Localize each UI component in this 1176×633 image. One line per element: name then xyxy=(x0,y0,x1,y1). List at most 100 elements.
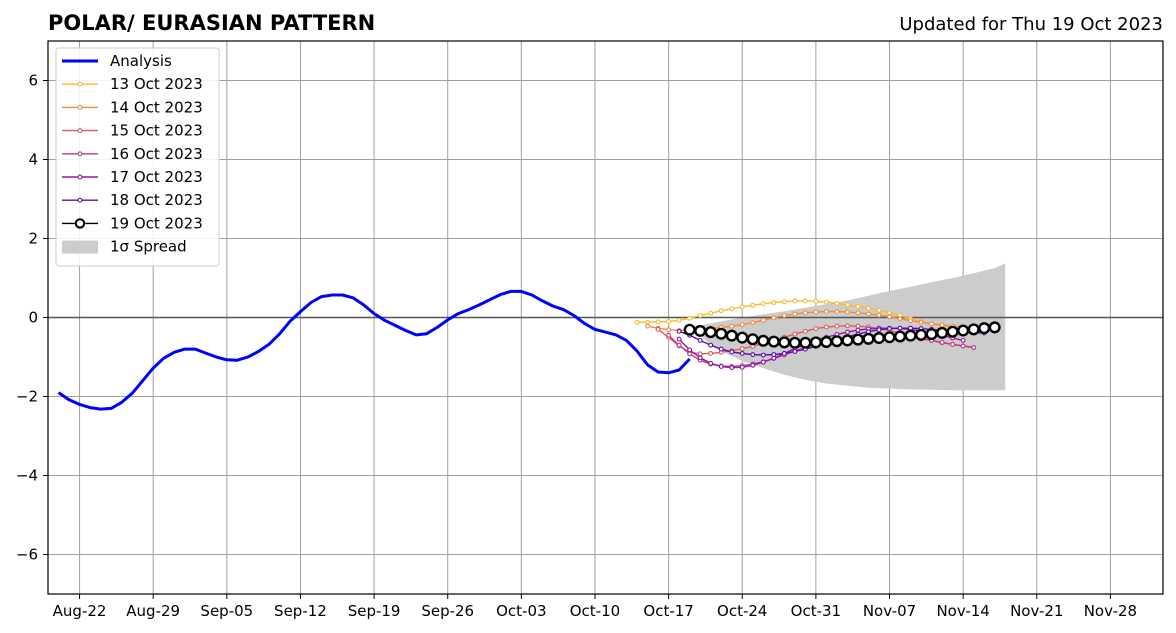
forecast-point xyxy=(844,329,850,335)
forecast-point xyxy=(802,310,808,316)
forecast-point xyxy=(866,311,871,317)
forecast-point xyxy=(697,351,703,357)
forecast-point xyxy=(760,352,766,358)
forecast-point xyxy=(750,320,756,326)
series-layer xyxy=(57,289,1001,411)
legend-entry: 13 Oct 2023 xyxy=(62,75,203,93)
forecast-point xyxy=(960,343,966,349)
forecast-point xyxy=(750,302,756,308)
forecast-point xyxy=(676,336,682,342)
forecast-point xyxy=(634,319,640,325)
forecast-point xyxy=(736,331,749,344)
forecast-point xyxy=(844,323,850,329)
forecast-point xyxy=(771,315,777,321)
forecast-point xyxy=(939,322,945,328)
forecast-point xyxy=(697,337,703,343)
forecast-point xyxy=(855,303,861,309)
forecast-point xyxy=(936,326,949,339)
legend-swatch xyxy=(62,240,98,254)
forecast-point xyxy=(851,333,864,346)
forecast-point xyxy=(771,352,777,358)
legend-marker xyxy=(77,197,83,203)
forecast-point xyxy=(708,350,714,356)
y-tick-label: 6 xyxy=(28,72,38,90)
forecast-point xyxy=(725,329,738,342)
legend-label: 18 Oct 2023 xyxy=(110,191,203,209)
legend-entry: 1σ Spread xyxy=(62,238,187,256)
forecast-point xyxy=(820,335,833,348)
forecast-point xyxy=(683,323,696,336)
legend-entry: 15 Oct 2023 xyxy=(62,122,203,140)
x-axis: Aug-22 Aug-29 Sep-05 Sep-12 Sep-19 Sep-26 Oct-… xyxy=(53,594,1137,620)
forecast-series-6 xyxy=(683,321,1001,349)
x-tick-label: Oct-03 xyxy=(496,602,546,620)
analysis-line xyxy=(57,289,691,411)
x-tick-label: Nov-14 xyxy=(936,602,989,620)
forecast-point xyxy=(760,317,766,323)
legend-label: 13 Oct 2023 xyxy=(110,75,203,93)
forecast-point xyxy=(946,325,959,338)
forecast-point xyxy=(781,350,787,356)
legend-items: Analysis 13 Oct 2023 14 Oct 2023 15 Oct 202… xyxy=(62,52,203,256)
forecast-point xyxy=(813,309,819,315)
forecast-point xyxy=(872,332,885,345)
x-tick-label: Aug-29 xyxy=(126,602,180,620)
forecast-point xyxy=(697,313,703,318)
legend-entry: 18 Oct 2023 xyxy=(62,191,203,209)
forecast-point xyxy=(813,298,819,304)
forecast-point xyxy=(883,331,896,344)
legend-entry: 16 Oct 2023 xyxy=(62,145,203,163)
forecast-point xyxy=(823,309,829,315)
forecast-point xyxy=(950,341,956,347)
legend-entry: Analysis xyxy=(62,52,172,70)
forecast-point xyxy=(834,323,840,329)
x-tick-label: Sep-26 xyxy=(421,602,474,620)
x-tick-label: Nov-07 xyxy=(863,602,916,620)
forecast-point xyxy=(841,334,854,347)
y-tick-label: 2 xyxy=(28,230,38,248)
y-tick-label: −6 xyxy=(16,546,38,564)
legend-entry: 19 Oct 2023 xyxy=(62,214,203,232)
forecast-point xyxy=(823,299,829,305)
forecast-point xyxy=(876,307,882,313)
forecast-point xyxy=(904,329,917,342)
y-tick-label: 4 xyxy=(28,151,38,169)
forecast-point xyxy=(687,351,693,357)
y-tick-label: 0 xyxy=(28,309,38,327)
x-tick-label: Sep-12 xyxy=(274,602,327,620)
forecast-point xyxy=(823,324,829,330)
forecast-point xyxy=(715,327,728,340)
forecast-point xyxy=(687,347,693,353)
forecast-point xyxy=(687,315,693,321)
x-tick-label: Oct-31 xyxy=(791,602,841,620)
forecast-point xyxy=(718,364,724,369)
forecast-point xyxy=(750,362,756,368)
forecast-point xyxy=(792,311,798,317)
forecast-point xyxy=(978,322,991,335)
forecast-point xyxy=(771,300,777,305)
forecast-point xyxy=(830,335,843,348)
chart-subtitle: Updated for Thu 19 Oct 2023 xyxy=(899,14,1163,35)
forecast-point xyxy=(746,333,759,346)
forecast-point xyxy=(957,324,970,337)
forecast-point xyxy=(655,326,661,332)
forecast-point xyxy=(666,319,672,324)
legend-marker xyxy=(77,128,83,134)
forecast-point xyxy=(645,323,651,329)
legend-label: 14 Oct 2023 xyxy=(110,98,203,116)
forecast-point xyxy=(802,328,808,334)
forecast-point xyxy=(694,324,707,337)
x-tick-label: Oct-24 xyxy=(717,602,767,620)
x-tick-label: Nov-21 xyxy=(1010,602,1063,620)
forecast-point xyxy=(866,305,871,311)
legend-label: 17 Oct 2023 xyxy=(110,168,203,186)
forecast-point xyxy=(855,310,861,316)
forecast-point xyxy=(781,299,787,305)
forecast-point xyxy=(887,310,892,316)
forecast-point xyxy=(876,312,882,318)
forecast-point xyxy=(704,326,717,339)
forecast-point xyxy=(855,327,861,333)
forecast-point xyxy=(971,345,977,350)
forecast-point xyxy=(897,325,903,331)
